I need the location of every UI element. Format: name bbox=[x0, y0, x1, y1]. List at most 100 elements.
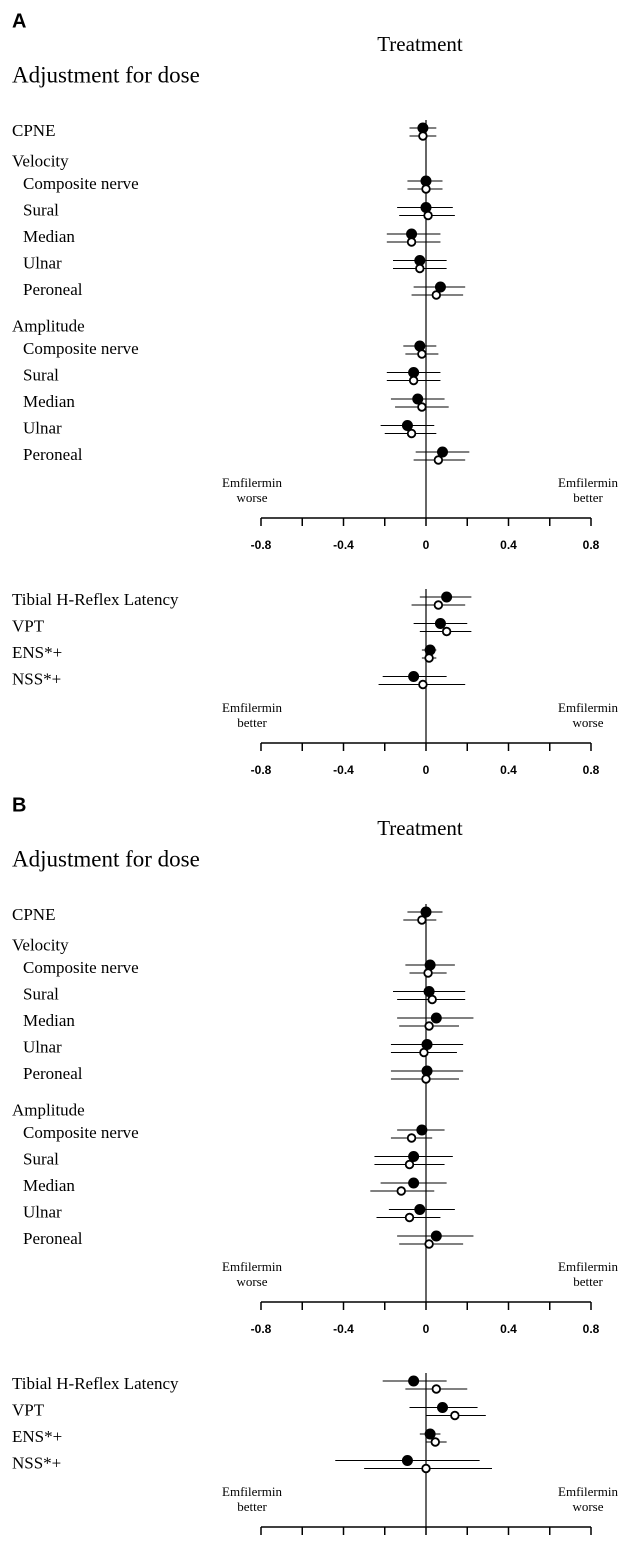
x-tick-label: 0.4 bbox=[500, 538, 517, 552]
panel-title: Treatment bbox=[377, 32, 463, 56]
panel-subtitle: Adjustment for dose bbox=[12, 62, 200, 87]
x-tick-label: 0.8 bbox=[583, 538, 600, 552]
point-estimate bbox=[433, 455, 444, 465]
point-estimate bbox=[418, 679, 428, 690]
direction-label: Emfilermin bbox=[558, 700, 618, 715]
point-estimate bbox=[406, 1133, 417, 1143]
point-estimate bbox=[417, 402, 427, 412]
direction-label: worse bbox=[572, 715, 603, 730]
direction-label: Emfilermin bbox=[558, 1259, 618, 1274]
point-estimate bbox=[419, 1047, 429, 1058]
row-label: ENS*+ bbox=[12, 1427, 62, 1446]
panel-subtitle: Adjustment for dose bbox=[12, 846, 200, 871]
direction-label: Emfilermin bbox=[222, 475, 282, 490]
x-tick-label: -0.4 bbox=[333, 1322, 354, 1336]
row-label: Composite nerve bbox=[23, 1123, 139, 1142]
row-label: Ulnar bbox=[23, 1037, 62, 1056]
panel-title: Treatment bbox=[377, 816, 463, 840]
direction-label: better bbox=[237, 1499, 267, 1514]
row-label: Ulnar bbox=[23, 418, 62, 437]
point-estimate bbox=[424, 1021, 434, 1031]
row-label: Peroneal bbox=[23, 1064, 83, 1083]
direction-label: Emfilermin bbox=[222, 1484, 282, 1499]
row-label: Tibial H-Reflex Latency bbox=[12, 590, 179, 609]
x-tick-label: 0 bbox=[423, 1322, 430, 1336]
row-label: VPT bbox=[12, 1400, 45, 1419]
point-estimate bbox=[414, 1204, 426, 1215]
point-estimate bbox=[417, 915, 427, 925]
point-estimate bbox=[406, 237, 417, 247]
point-estimate bbox=[412, 393, 424, 405]
x-tick-label: 0.8 bbox=[583, 1322, 600, 1336]
x-tick-label: -0.4 bbox=[333, 763, 354, 777]
point-estimate bbox=[434, 618, 446, 629]
direction-label: better bbox=[237, 715, 267, 730]
row-label: Tibial H-Reflex Latency bbox=[12, 1374, 179, 1393]
point-estimate bbox=[431, 290, 442, 300]
x-tick-label: 0.8 bbox=[583, 763, 600, 777]
point-estimate bbox=[424, 653, 434, 663]
point-estimate bbox=[408, 1151, 420, 1162]
panel-label: A bbox=[12, 10, 26, 32]
point-estimate bbox=[401, 1455, 413, 1466]
row-label: Amplitude bbox=[12, 316, 85, 335]
point-estimate bbox=[437, 1402, 448, 1413]
x-tick-label: 0 bbox=[423, 763, 430, 777]
row-label: VPT bbox=[12, 616, 45, 635]
point-estimate bbox=[418, 131, 428, 141]
panel-label: B bbox=[12, 794, 26, 816]
point-estimate bbox=[414, 340, 426, 352]
point-estimate bbox=[416, 1124, 428, 1136]
row-label: Sural bbox=[23, 1149, 59, 1168]
row-label: Median bbox=[23, 1011, 75, 1030]
row-label: Peroneal bbox=[23, 280, 83, 299]
direction-label: worse bbox=[236, 490, 267, 505]
point-estimate bbox=[408, 1375, 420, 1387]
point-estimate bbox=[450, 1410, 460, 1421]
row-label: Velocity bbox=[12, 151, 69, 170]
point-estimate bbox=[406, 428, 417, 439]
row-label: CPNE bbox=[12, 905, 55, 924]
point-estimate bbox=[437, 446, 448, 458]
row-label: Peroneal bbox=[23, 1229, 83, 1248]
point-estimate bbox=[401, 420, 413, 431]
direction-label: worse bbox=[572, 1499, 603, 1514]
row-label: NSS*+ bbox=[12, 669, 61, 688]
row-label: ENS*+ bbox=[12, 643, 62, 662]
x-tick-label: 0.4 bbox=[500, 763, 517, 777]
direction-label: Emfilermin bbox=[222, 700, 282, 715]
direction-label: better bbox=[573, 1274, 603, 1289]
x-tick-label: 0 bbox=[423, 538, 430, 552]
point-estimate bbox=[404, 1159, 415, 1170]
x-tick-label: -0.8 bbox=[251, 763, 272, 777]
x-tick-label: -0.4 bbox=[333, 538, 354, 552]
point-estimate bbox=[427, 994, 437, 1005]
point-estimate bbox=[423, 968, 433, 978]
point-estimate bbox=[430, 1437, 440, 1447]
row-label: Sural bbox=[23, 200, 59, 219]
x-tick-label: -0.8 bbox=[251, 538, 272, 552]
point-estimate bbox=[421, 1463, 431, 1474]
point-estimate bbox=[441, 591, 453, 603]
point-estimate bbox=[408, 1177, 420, 1189]
row-label: Median bbox=[23, 227, 75, 246]
point-estimate bbox=[415, 263, 425, 274]
point-estimate bbox=[434, 281, 446, 293]
row-label: Velocity bbox=[12, 935, 69, 954]
row-label: Peroneal bbox=[23, 445, 83, 464]
point-estimate bbox=[430, 1230, 442, 1242]
point-estimate bbox=[420, 202, 432, 213]
point-estimate bbox=[421, 1074, 431, 1084]
direction-label: Emfilermin bbox=[558, 475, 618, 490]
row-label: Median bbox=[23, 392, 75, 411]
point-estimate bbox=[424, 1428, 436, 1440]
point-estimate bbox=[420, 906, 432, 918]
row-label: Composite nerve bbox=[23, 958, 139, 977]
point-estimate bbox=[404, 1212, 415, 1223]
row-label: CPNE bbox=[12, 121, 55, 140]
point-estimate bbox=[417, 349, 427, 359]
row-label: Amplitude bbox=[12, 1100, 85, 1119]
direction-label: better bbox=[573, 490, 603, 505]
row-label: Ulnar bbox=[23, 1202, 62, 1221]
